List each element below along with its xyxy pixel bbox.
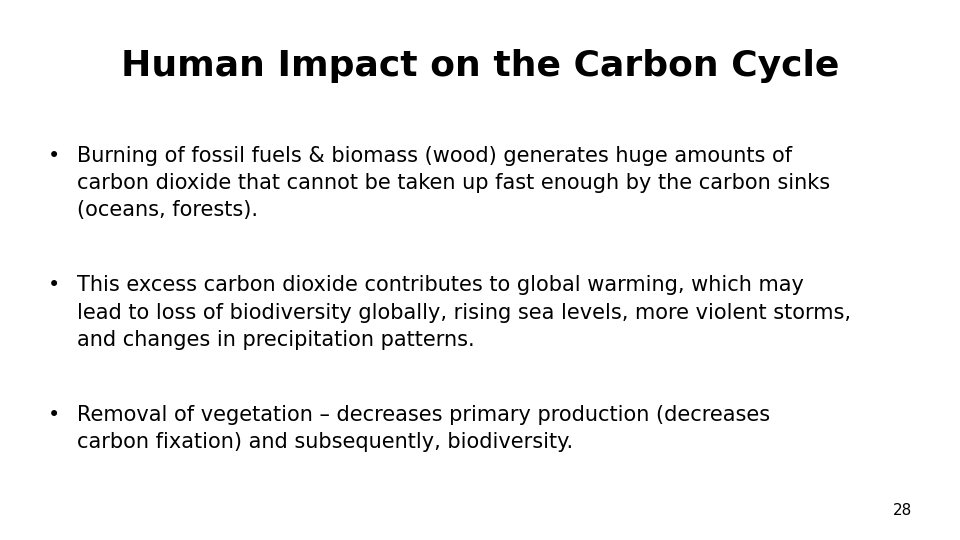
Text: This excess carbon dioxide contributes to global warming, which may
lead to loss: This excess carbon dioxide contributes t… [77,275,851,350]
Text: •: • [48,275,60,295]
Text: Burning of fossil fuels & biomass (wood) generates huge amounts of
carbon dioxid: Burning of fossil fuels & biomass (wood)… [77,146,830,220]
Text: Human Impact on the Carbon Cycle: Human Impact on the Carbon Cycle [121,49,839,83]
Text: •: • [48,405,60,425]
Text: •: • [48,146,60,166]
Text: 28: 28 [893,503,912,518]
Text: Removal of vegetation – decreases primary production (decreases
carbon fixation): Removal of vegetation – decreases primar… [77,405,770,452]
